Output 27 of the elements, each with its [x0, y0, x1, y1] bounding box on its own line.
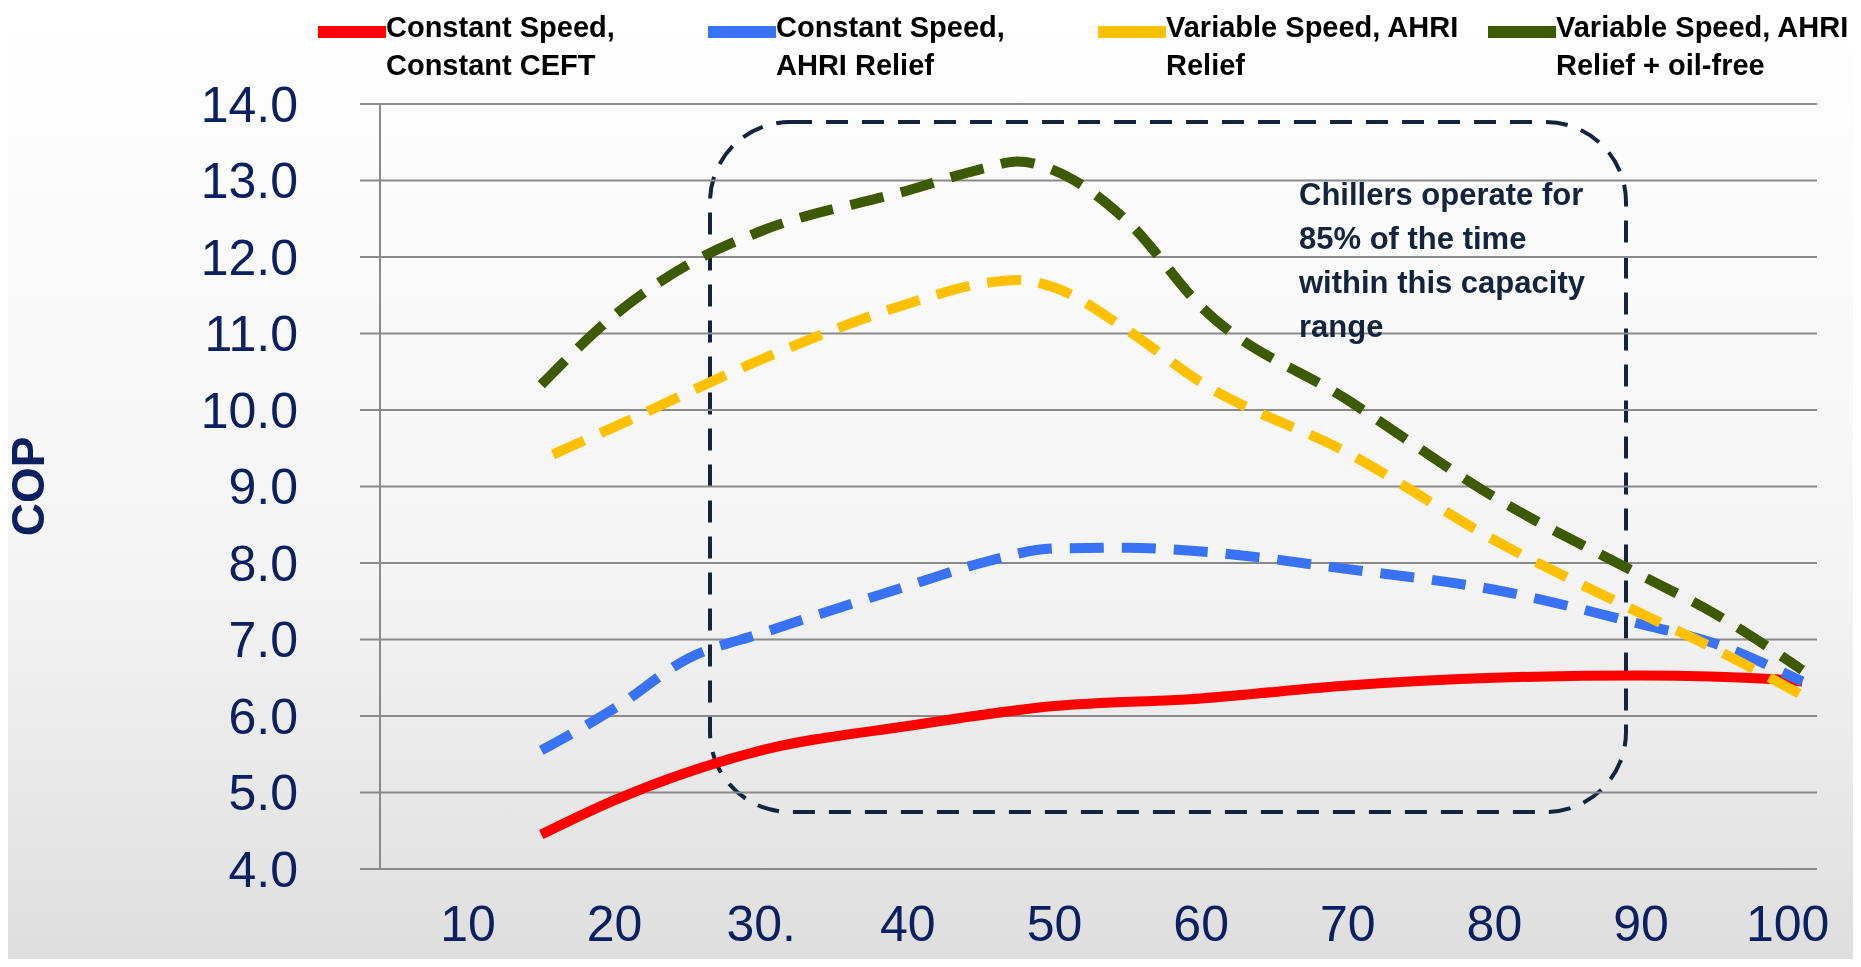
- y-tick-label: 7.0: [228, 612, 298, 669]
- x-tick-label: 40: [880, 895, 936, 952]
- legend-label: Variable Speed, AHRI Relief + oil-free: [1556, 10, 1850, 83]
- y-tick-label: 4.0: [228, 841, 298, 898]
- y-tick-label: 12.0: [200, 229, 298, 286]
- x-tick-label: 90: [1613, 895, 1669, 952]
- annotation: Chillers operate for 85% of the time within this capacity range: [1299, 176, 1586, 346]
- y-tick-label: 13.0: [200, 153, 298, 210]
- x-tick-label: 30.: [726, 895, 796, 952]
- y-tick-label: 6.0: [228, 688, 298, 745]
- y-tick-label: 14.0: [200, 76, 298, 133]
- y-tick-label: 9.0: [228, 459, 298, 516]
- y-tick-label: 11.0: [204, 306, 298, 363]
- y-axis-title: COP: [2, 436, 55, 537]
- x-tick-label: 80: [1466, 895, 1523, 952]
- legend-label: Constant Speed, Constant CEFT: [386, 10, 616, 83]
- y-tick-label: 10.0: [200, 382, 298, 439]
- y-tick-label: 8.0: [228, 535, 298, 592]
- x-tick-label: 100: [1745, 895, 1830, 952]
- x-tick-label: 70: [1319, 895, 1376, 952]
- legend-label: Variable Speed, AHRI Relief: [1166, 10, 1460, 83]
- x-tick-label: 60: [1173, 895, 1229, 952]
- y-tick-label: 5.0: [228, 765, 298, 822]
- x-tick-label: 10: [440, 895, 496, 952]
- x-tick-label: 20: [586, 895, 643, 952]
- x-tick-label: 50: [1026, 895, 1083, 952]
- legend-label: Constant Speed, AHRI Relief: [776, 10, 1006, 83]
